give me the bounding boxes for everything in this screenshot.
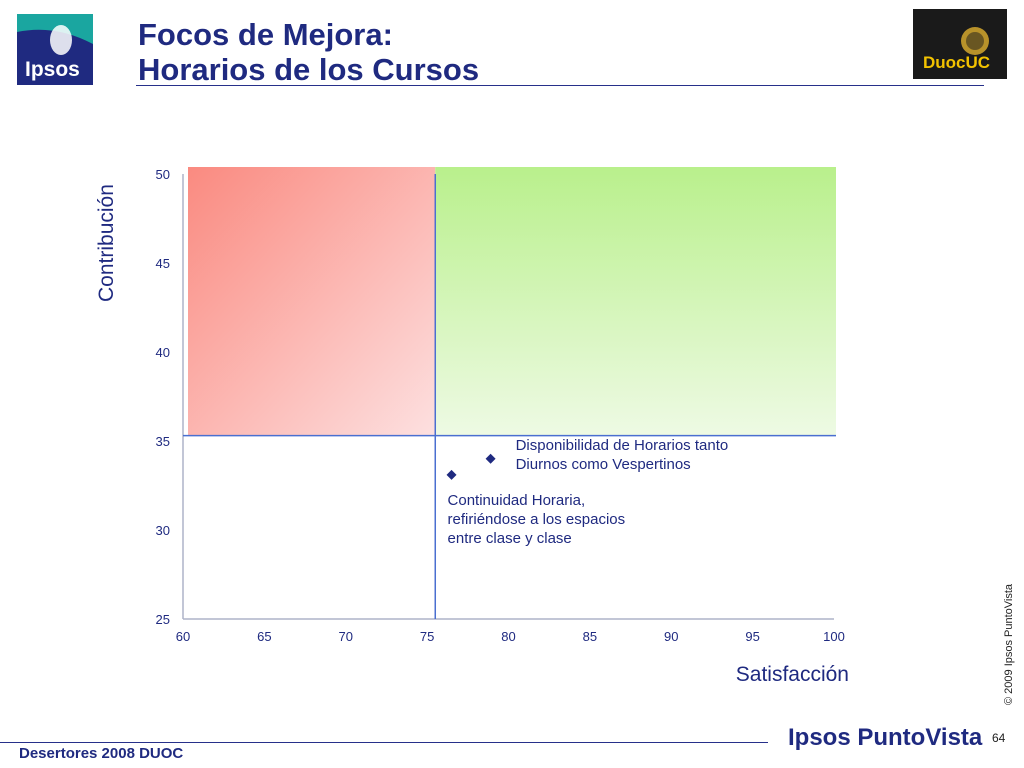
data-point-label: Continuidad Horaria, bbox=[448, 492, 586, 509]
y-tick-label: 50 bbox=[156, 167, 170, 182]
data-point-marker bbox=[446, 469, 457, 480]
x-axis-label: Satisfacción bbox=[736, 663, 849, 686]
title-divider bbox=[136, 85, 984, 86]
copyright-notice: © 2009 Ipsos PuntoVista bbox=[1003, 583, 1015, 705]
x-tick-label: 60 bbox=[176, 629, 190, 644]
title-line-2: Horarios de los Cursos bbox=[138, 52, 480, 87]
page-number: 64 bbox=[992, 731, 1006, 745]
x-tick-label: 70 bbox=[339, 629, 353, 644]
green-quadrant bbox=[435, 167, 836, 436]
duoc-uc-logo: DuocUC bbox=[913, 9, 1007, 79]
page-title: Focos de Mejora: Horarios de los Cursos bbox=[138, 17, 479, 87]
x-tick-label: 75 bbox=[420, 629, 434, 644]
svg-text:DuocUC: DuocUC bbox=[923, 53, 990, 72]
footer-title: Desertores 2008 DUOC bbox=[19, 745, 184, 762]
x-tick-label: 85 bbox=[583, 629, 597, 644]
data-point-label: refiriéndose a los espacios bbox=[448, 511, 626, 528]
data-point-marker bbox=[485, 453, 496, 464]
y-tick-label: 45 bbox=[156, 256, 170, 271]
y-tick-label: 30 bbox=[156, 523, 170, 538]
x-tick-label: 80 bbox=[501, 629, 515, 644]
x-tick-label: 100 bbox=[823, 629, 845, 644]
ipsos-puntovista-logo: Ipsos PuntoVista bbox=[788, 724, 983, 751]
data-point-label: entre clase y clase bbox=[448, 530, 572, 547]
data-point-label: Diurnos como Vespertinos bbox=[516, 456, 691, 473]
footer-divider bbox=[0, 742, 768, 743]
ipsos-logo: Ipsos bbox=[17, 14, 93, 85]
x-tick-label: 65 bbox=[257, 629, 271, 644]
red-quadrant bbox=[188, 167, 436, 436]
y-axis-label: Contribución bbox=[95, 184, 118, 302]
x-tick-label: 90 bbox=[664, 629, 678, 644]
title-line-1: Focos de Mejora: bbox=[138, 17, 393, 52]
x-tick-label: 95 bbox=[745, 629, 759, 644]
y-tick-label: 25 bbox=[156, 612, 170, 627]
svg-text:Ipsos: Ipsos bbox=[25, 58, 80, 81]
data-point-label: Disponibilidad de Horarios tanto bbox=[516, 437, 729, 454]
y-tick-label: 40 bbox=[156, 345, 170, 360]
y-tick-label: 35 bbox=[156, 434, 170, 449]
